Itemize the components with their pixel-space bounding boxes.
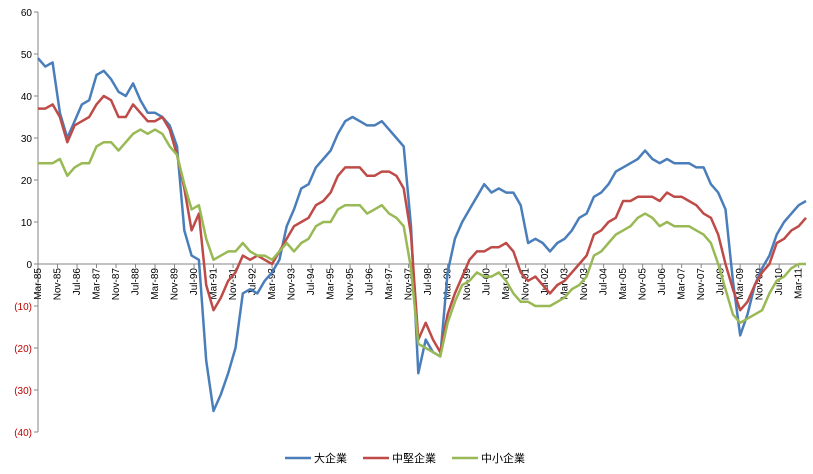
y-tick-label: (20) (14, 344, 32, 355)
y-tick-label: 40 (21, 92, 33, 103)
x-tick-label: Jul-92 (248, 268, 259, 296)
x-tick-label: Mar-87 (92, 268, 103, 300)
x-tick-label: Mar-07 (677, 268, 688, 300)
series-line (37, 57, 807, 413)
x-tick-label: Mar-99 (443, 268, 454, 300)
y-tick-label: (40) (14, 428, 32, 439)
x-tick-label: Nov-05 (638, 268, 649, 301)
x-tick-label: Mar-93 (267, 268, 278, 300)
legend-label: 大企業 (314, 451, 347, 465)
x-tick-label: Jul-04 (599, 268, 610, 296)
x-tick-label: Mar-09 (735, 268, 746, 300)
x-tick-label: Nov-03 (579, 268, 590, 301)
x-tick-label: Mar-05 (618, 268, 629, 300)
y-tick-label: 30 (21, 134, 33, 145)
x-tick-label: Jul-94 (306, 268, 317, 296)
y-tick-label: (30) (14, 386, 32, 397)
x-tick-label: Nov-01 (521, 268, 532, 301)
x-tick-label: Mar-97 (384, 268, 395, 300)
legend-label: 中小企業 (481, 451, 525, 465)
x-tick-label: Jul-02 (540, 268, 551, 296)
x-tick-label: Mar-11 (794, 268, 805, 299)
legend-label: 中堅企業 (392, 451, 436, 465)
x-tick-label: Nov-91 (228, 268, 239, 301)
x-tick-label: Jul-06 (657, 268, 668, 296)
y-tick-label: 60 (21, 8, 33, 19)
x-tick-label: Mar-85 (33, 268, 44, 300)
y-tick-label: 10 (21, 218, 33, 229)
x-tick-label: Nov-89 (170, 268, 181, 301)
x-tick-label: Nov-87 (111, 268, 122, 301)
x-tick-label: Jul-90 (189, 268, 200, 296)
x-tick-label: Nov-07 (696, 268, 707, 301)
x-tick-label: Jul-00 (482, 268, 493, 296)
x-tick-label: Nov-95 (345, 268, 356, 301)
x-tick-label: Jul-86 (72, 268, 83, 296)
series-line (38, 128, 806, 358)
y-tick-label: 0 (26, 260, 32, 271)
x-tick-label: Nov-85 (53, 268, 64, 301)
x-tick-label: Jul-96 (365, 268, 376, 296)
y-tick-label: 50 (21, 50, 33, 61)
y-tick-label: (10) (14, 302, 32, 313)
x-tick-label: Mar-89 (150, 268, 161, 300)
x-tick-label: Mar-91 (209, 268, 220, 300)
x-tick-label: Jul-88 (131, 268, 142, 296)
x-tick-label: Jul-08 (716, 268, 727, 296)
x-tick-label: Nov-97 (404, 268, 415, 301)
x-tick-label: Nov-93 (287, 268, 298, 301)
x-tick-label: Jul-98 (423, 268, 434, 296)
series-line (38, 94, 807, 354)
y-tick-label: 20 (21, 176, 33, 187)
x-tick-label: Nov-99 (462, 268, 473, 301)
x-tick-label: Mar-03 (560, 268, 571, 300)
x-tick-label: Nov-09 (755, 268, 766, 301)
x-tick-label: Jul-10 (774, 268, 785, 296)
x-tick-label: Mar-95 (326, 268, 337, 300)
